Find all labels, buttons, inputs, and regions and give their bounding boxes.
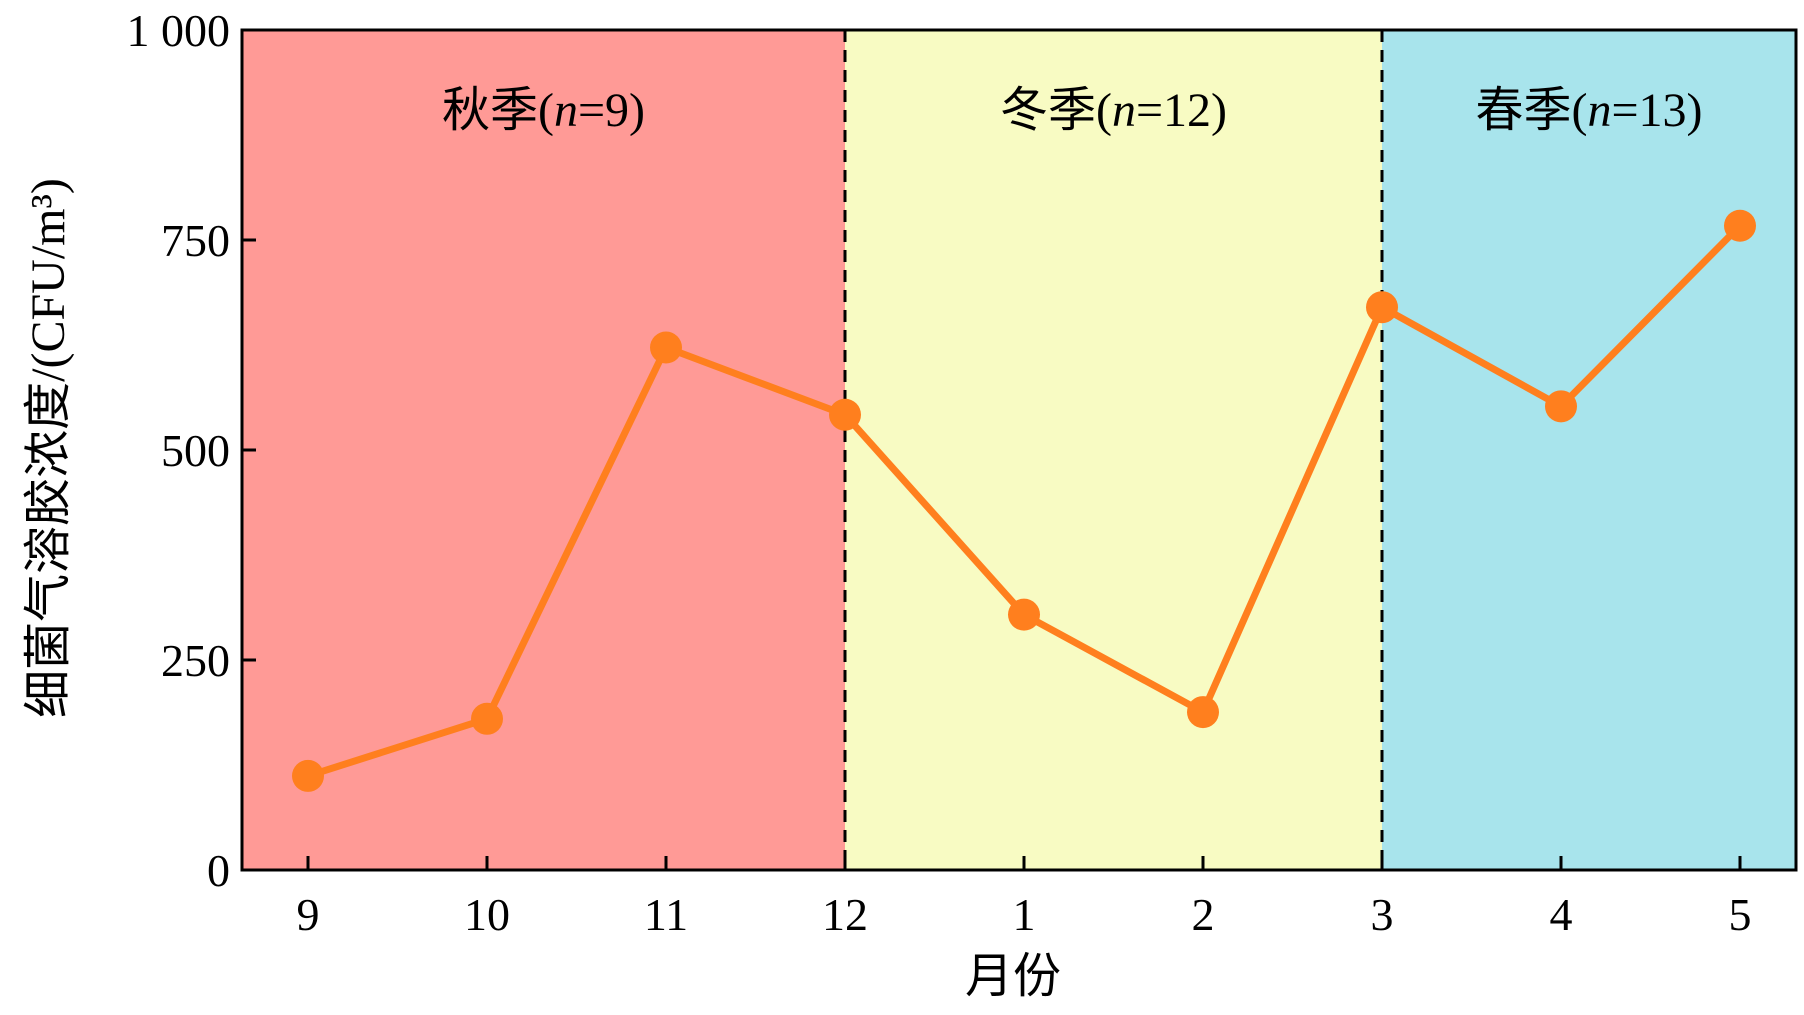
x-tick-label-1: 1 [1013, 889, 1036, 940]
data-point-9 [292, 759, 324, 792]
data-point-5 [1724, 209, 1756, 242]
season-region-1 [242, 30, 845, 870]
data-point-10 [471, 702, 503, 735]
season-label-1: 秋季(n=9) [442, 84, 645, 137]
data-point-2 [1187, 696, 1219, 729]
y-tick-label-0: 0 [207, 845, 230, 896]
season-region-2 [845, 30, 1382, 870]
x-tick-label-11: 11 [644, 889, 688, 940]
y-tick-label-750: 750 [161, 215, 230, 266]
season-region-3 [1382, 30, 1796, 870]
y-tick-label-250: 250 [161, 635, 230, 686]
data-point-4 [1545, 390, 1577, 423]
y-tick-label-1000: 1 000 [127, 5, 231, 56]
x-tick-label-4: 4 [1550, 889, 1573, 940]
x-tick-label-3: 3 [1371, 889, 1394, 940]
y-axis-title: 细菌气溶胶浓度/(CFU/m³) [22, 178, 75, 718]
data-point-12 [829, 398, 861, 431]
season-label-2: 冬季(n=12) [1000, 84, 1227, 137]
x-tick-label-2: 2 [1192, 889, 1215, 940]
x-tick-label-5: 5 [1729, 889, 1752, 940]
season-label-3: 春季(n=13) [1475, 84, 1702, 137]
x-tick-label-10: 10 [464, 889, 510, 940]
x-axis-title: 月份 [965, 950, 1061, 1003]
y-tick-label-500: 500 [161, 425, 230, 476]
data-point-1 [1008, 598, 1040, 631]
x-tick-label-12: 12 [822, 889, 868, 940]
data-point-11 [650, 331, 682, 364]
x-tick-label-9: 9 [297, 889, 320, 940]
data-point-3 [1366, 291, 1398, 324]
